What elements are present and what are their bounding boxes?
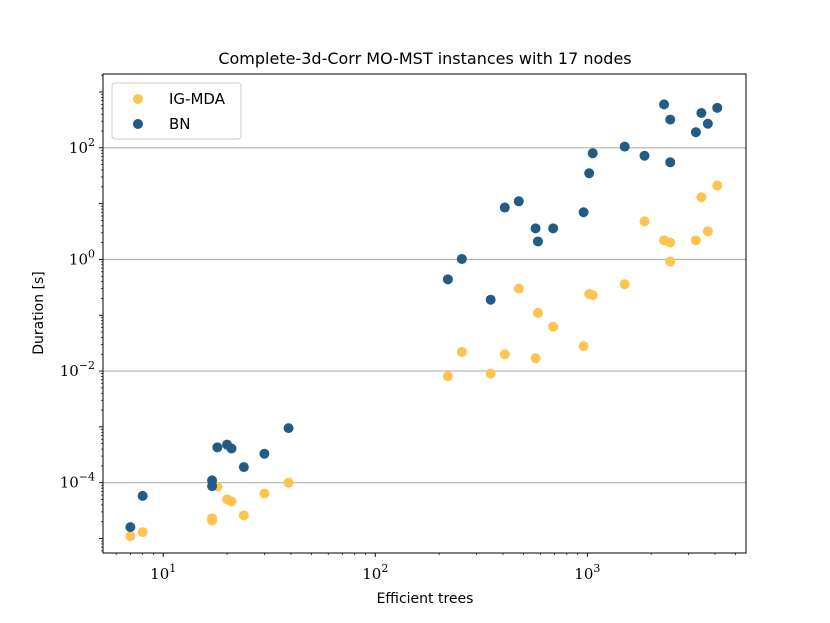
- point-bn-12: [485, 294, 496, 305]
- point-ig-mda-20: [587, 290, 598, 301]
- point-bn-13: [499, 202, 510, 213]
- legend-label-bn: BN: [169, 115, 191, 133]
- point-bn-27: [696, 108, 707, 119]
- point-ig-mda-1: [137, 527, 148, 538]
- y-tick-label-3: 102: [69, 136, 95, 157]
- x-axis-label: Efficient trees: [377, 591, 474, 607]
- point-ig-mda-7: [238, 510, 249, 521]
- point-ig-mda-17: [548, 321, 559, 332]
- legend: IG-MDA BN: [111, 82, 242, 140]
- point-bn-10: [442, 274, 453, 285]
- point-bn-16: [532, 236, 543, 247]
- point-bn-17: [548, 223, 559, 234]
- point-ig-mda-25: [665, 256, 676, 267]
- point-ig-mda-11: [456, 346, 467, 357]
- point-bn-7: [238, 462, 249, 473]
- x-axis-ticks: 101 102 103: [115, 553, 736, 583]
- point-bn-4: [212, 442, 223, 453]
- point-ig-mda-15: [530, 353, 541, 364]
- y-axis-ticks: 10−4 10−2 100 102: [60, 74, 103, 552]
- x-tick-label-0: 101: [150, 562, 176, 583]
- point-bn-23: [659, 99, 670, 110]
- point-ig-mda-13: [499, 349, 510, 360]
- point-bn-3: [207, 481, 218, 492]
- point-ig-mda-28: [702, 226, 713, 237]
- plot-frame: [102, 73, 747, 554]
- point-bn-14: [513, 196, 524, 207]
- point-ig-mda-24: [665, 237, 676, 248]
- point-bn-6: [226, 443, 237, 454]
- y-tick-label-2: 100: [69, 247, 95, 268]
- point-bn-0: [125, 522, 136, 533]
- point-bn-26: [690, 127, 701, 138]
- point-bn-9: [283, 423, 294, 434]
- point-bn-22: [639, 150, 650, 161]
- point-ig-mda-18: [578, 341, 589, 352]
- data-points: [125, 99, 723, 542]
- point-ig-mda-0: [125, 531, 136, 542]
- point-ig-mda-16: [532, 307, 543, 318]
- point-ig-mda-27: [696, 192, 707, 203]
- legend-marker-ig-mda: [133, 94, 143, 104]
- point-bn-11: [456, 253, 467, 264]
- point-bn-15: [530, 223, 541, 234]
- y-axis-label: Duration [s]: [31, 271, 47, 354]
- point-bn-24: [665, 114, 676, 125]
- point-ig-mda-12: [485, 368, 496, 379]
- point-bn-21: [619, 141, 630, 152]
- point-bn-18: [578, 207, 589, 218]
- point-bn-25: [665, 157, 676, 168]
- point-ig-mda-10: [442, 371, 453, 382]
- legend-label-ig-mda: IG-MDA: [169, 90, 226, 108]
- point-bn-29: [712, 102, 723, 113]
- legend-marker-bn: [133, 119, 143, 129]
- y-tick-label-1: 10−2: [60, 359, 95, 380]
- point-ig-mda-21: [619, 279, 630, 290]
- point-ig-mda-26: [690, 235, 701, 246]
- y-tick-label-0: 10−4: [60, 471, 95, 492]
- point-ig-mda-9: [283, 477, 294, 488]
- point-ig-mda-14: [513, 283, 524, 294]
- point-ig-mda-29: [712, 180, 723, 191]
- point-bn-19: [584, 168, 595, 179]
- x-tick-label-1: 102: [362, 562, 388, 583]
- x-tick-label-2: 103: [574, 562, 600, 583]
- point-ig-mda-22: [639, 216, 650, 227]
- point-ig-mda-3: [207, 515, 218, 526]
- legend-box: [111, 82, 242, 140]
- point-bn-8: [259, 448, 270, 459]
- point-bn-28: [702, 118, 713, 129]
- point-ig-mda-6: [226, 496, 237, 507]
- chart-title: Complete-3d-Corr MO-MST instances with 1…: [218, 49, 631, 68]
- point-bn-1: [137, 490, 148, 501]
- point-bn-20: [587, 148, 598, 159]
- point-ig-mda-8: [259, 488, 270, 499]
